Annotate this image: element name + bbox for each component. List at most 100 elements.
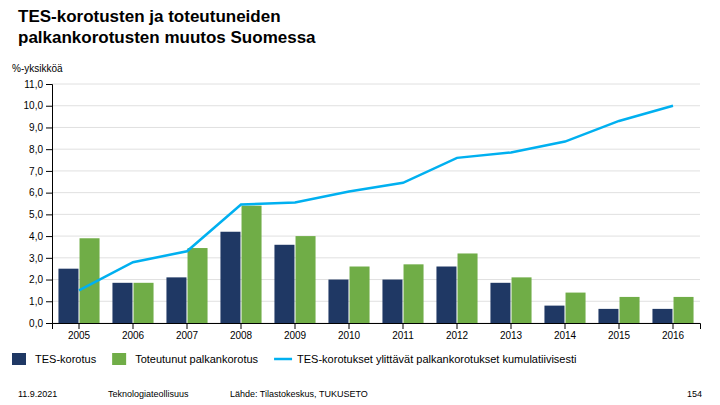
y-tick: 4,0 (29, 231, 52, 242)
y-tick: 8,0 (29, 144, 52, 155)
x-tick: 2006 (122, 323, 145, 341)
x-tick: 2016 (662, 323, 685, 341)
footer: 154 (687, 389, 702, 399)
legend-item: TES-korotukset ylittävät palkankorotukse… (274, 353, 576, 365)
footer: Lähde: Tilastokeskus, TUKUSETO (230, 389, 368, 399)
bar (328, 280, 348, 323)
x-tick-label: 2008 (230, 330, 253, 341)
y-tick-mark (46, 171, 52, 172)
bar (188, 248, 208, 323)
x-tick-mark (403, 323, 404, 329)
bar (490, 283, 510, 323)
y-tick-label: 1,0 (29, 296, 43, 307)
y-axis-title: %-yksikköä (12, 63, 63, 74)
bar (652, 309, 672, 323)
x-tick-label: 2006 (122, 330, 145, 341)
bar (166, 277, 186, 323)
background (0, 0, 720, 405)
bar (674, 297, 694, 323)
y-tick-mark (46, 106, 52, 107)
y-tick: 9,0 (29, 122, 52, 133)
y-tick: 6,0 (29, 187, 52, 198)
x-tick-label: 2011 (392, 330, 414, 341)
bar (242, 206, 262, 323)
chart-container: TES-korotusten ja toteutuneiden palkankor… (0, 0, 720, 405)
x-tick-label: 2010 (338, 330, 361, 341)
x-tick: 2007 (176, 323, 199, 341)
y-tick: 7,0 (29, 166, 52, 177)
grid-line (52, 84, 700, 85)
grid-line (52, 214, 700, 215)
x-tick-mark (187, 323, 188, 329)
bar (458, 253, 478, 323)
y-tick-label: 6,0 (29, 187, 43, 198)
grid-line (52, 170, 700, 171)
bar (274, 245, 294, 323)
y-tick-label: 5,0 (29, 209, 43, 220)
legend-item: Toteutunut palkankorotus (112, 353, 258, 365)
title: TES-korotusten ja toteutuneiden (18, 7, 281, 26)
y-tick-label: 8,0 (29, 144, 43, 155)
y-tick-label: 7,0 (29, 166, 43, 177)
y-tick: 10,0 (24, 100, 52, 111)
bar (404, 264, 424, 323)
legend: TES-korotus Toteutunut palkankorotus TES-k… (12, 353, 576, 365)
x-tick-mark (133, 323, 134, 329)
bar-series (80, 206, 694, 323)
footer: 11.9.2021 (18, 389, 57, 399)
x-tick-mark (619, 323, 620, 329)
grid-line (52, 279, 700, 280)
legend-label: Toteutunut palkankorotus (135, 353, 258, 365)
line (79, 106, 673, 291)
bar (112, 283, 132, 323)
legend-swatch (274, 358, 292, 361)
y-tick-label: 9,0 (29, 122, 43, 133)
y-tick-mark (46, 258, 52, 259)
bar (566, 293, 586, 323)
grid (52, 84, 700, 323)
y-tick-mark (46, 301, 52, 302)
legend-swatch (12, 353, 26, 365)
y-axis: 0,01,02,03,04,05,06,07,08,09,010,011,0 (24, 79, 53, 329)
legend-label: TES-korotus (35, 353, 97, 365)
y-tick-mark (46, 323, 52, 324)
bar (436, 267, 456, 323)
bar (58, 269, 78, 323)
y-tick-mark (46, 149, 52, 150)
bar (350, 267, 370, 323)
x-tick-label: 2014 (554, 330, 577, 341)
x-tick-label: 2005 (68, 330, 91, 341)
x-tick-label: 2009 (284, 330, 307, 341)
y-tick-mark (46, 127, 52, 128)
y-tick: 11,0 (24, 79, 52, 90)
y-tick: 1,0 (29, 296, 52, 307)
x-tick: 2013 (500, 323, 523, 341)
title: palkankorotusten muutos Suomessa (18, 28, 316, 47)
marks (58, 106, 693, 323)
y-tick-mark (46, 236, 52, 237)
y-tick-label: 2,0 (29, 274, 43, 285)
x-tick-mark (673, 323, 674, 329)
y-tick: 2,0 (29, 274, 52, 285)
chart-svg: TES-korotusten ja toteutuneiden palkankor… (0, 0, 720, 405)
y-tick: 5,0 (29, 209, 52, 220)
x-tick-label: 2012 (446, 330, 469, 341)
legend-label: TES-korotukset ylittävät palkankorotukse… (297, 353, 576, 365)
y-tick-mark (46, 214, 52, 215)
y-tick-label: 4,0 (29, 231, 43, 242)
grid-line (52, 105, 700, 106)
y-tick-mark (46, 280, 52, 281)
y-tick: 0,0 (29, 318, 52, 329)
bar (512, 277, 532, 323)
plot: 0,01,02,03,04,05,06,07,08,09,010,011,020… (24, 79, 701, 341)
x-tick: 2008 (230, 323, 253, 341)
x-tick: 2015 (608, 323, 631, 341)
grid-line (52, 149, 700, 150)
x-tick: 2012 (446, 323, 469, 341)
x-tick: 2011 (392, 323, 414, 341)
x-tick-label: 2015 (608, 330, 631, 341)
legend-item: TES-korotus (12, 353, 97, 365)
bar (544, 306, 564, 323)
x-axis: 2005 2006 2007 2008 2009 2010 2011 2012 2013 2014… (53, 323, 701, 341)
y-tick-label: 10,0 (24, 100, 44, 111)
